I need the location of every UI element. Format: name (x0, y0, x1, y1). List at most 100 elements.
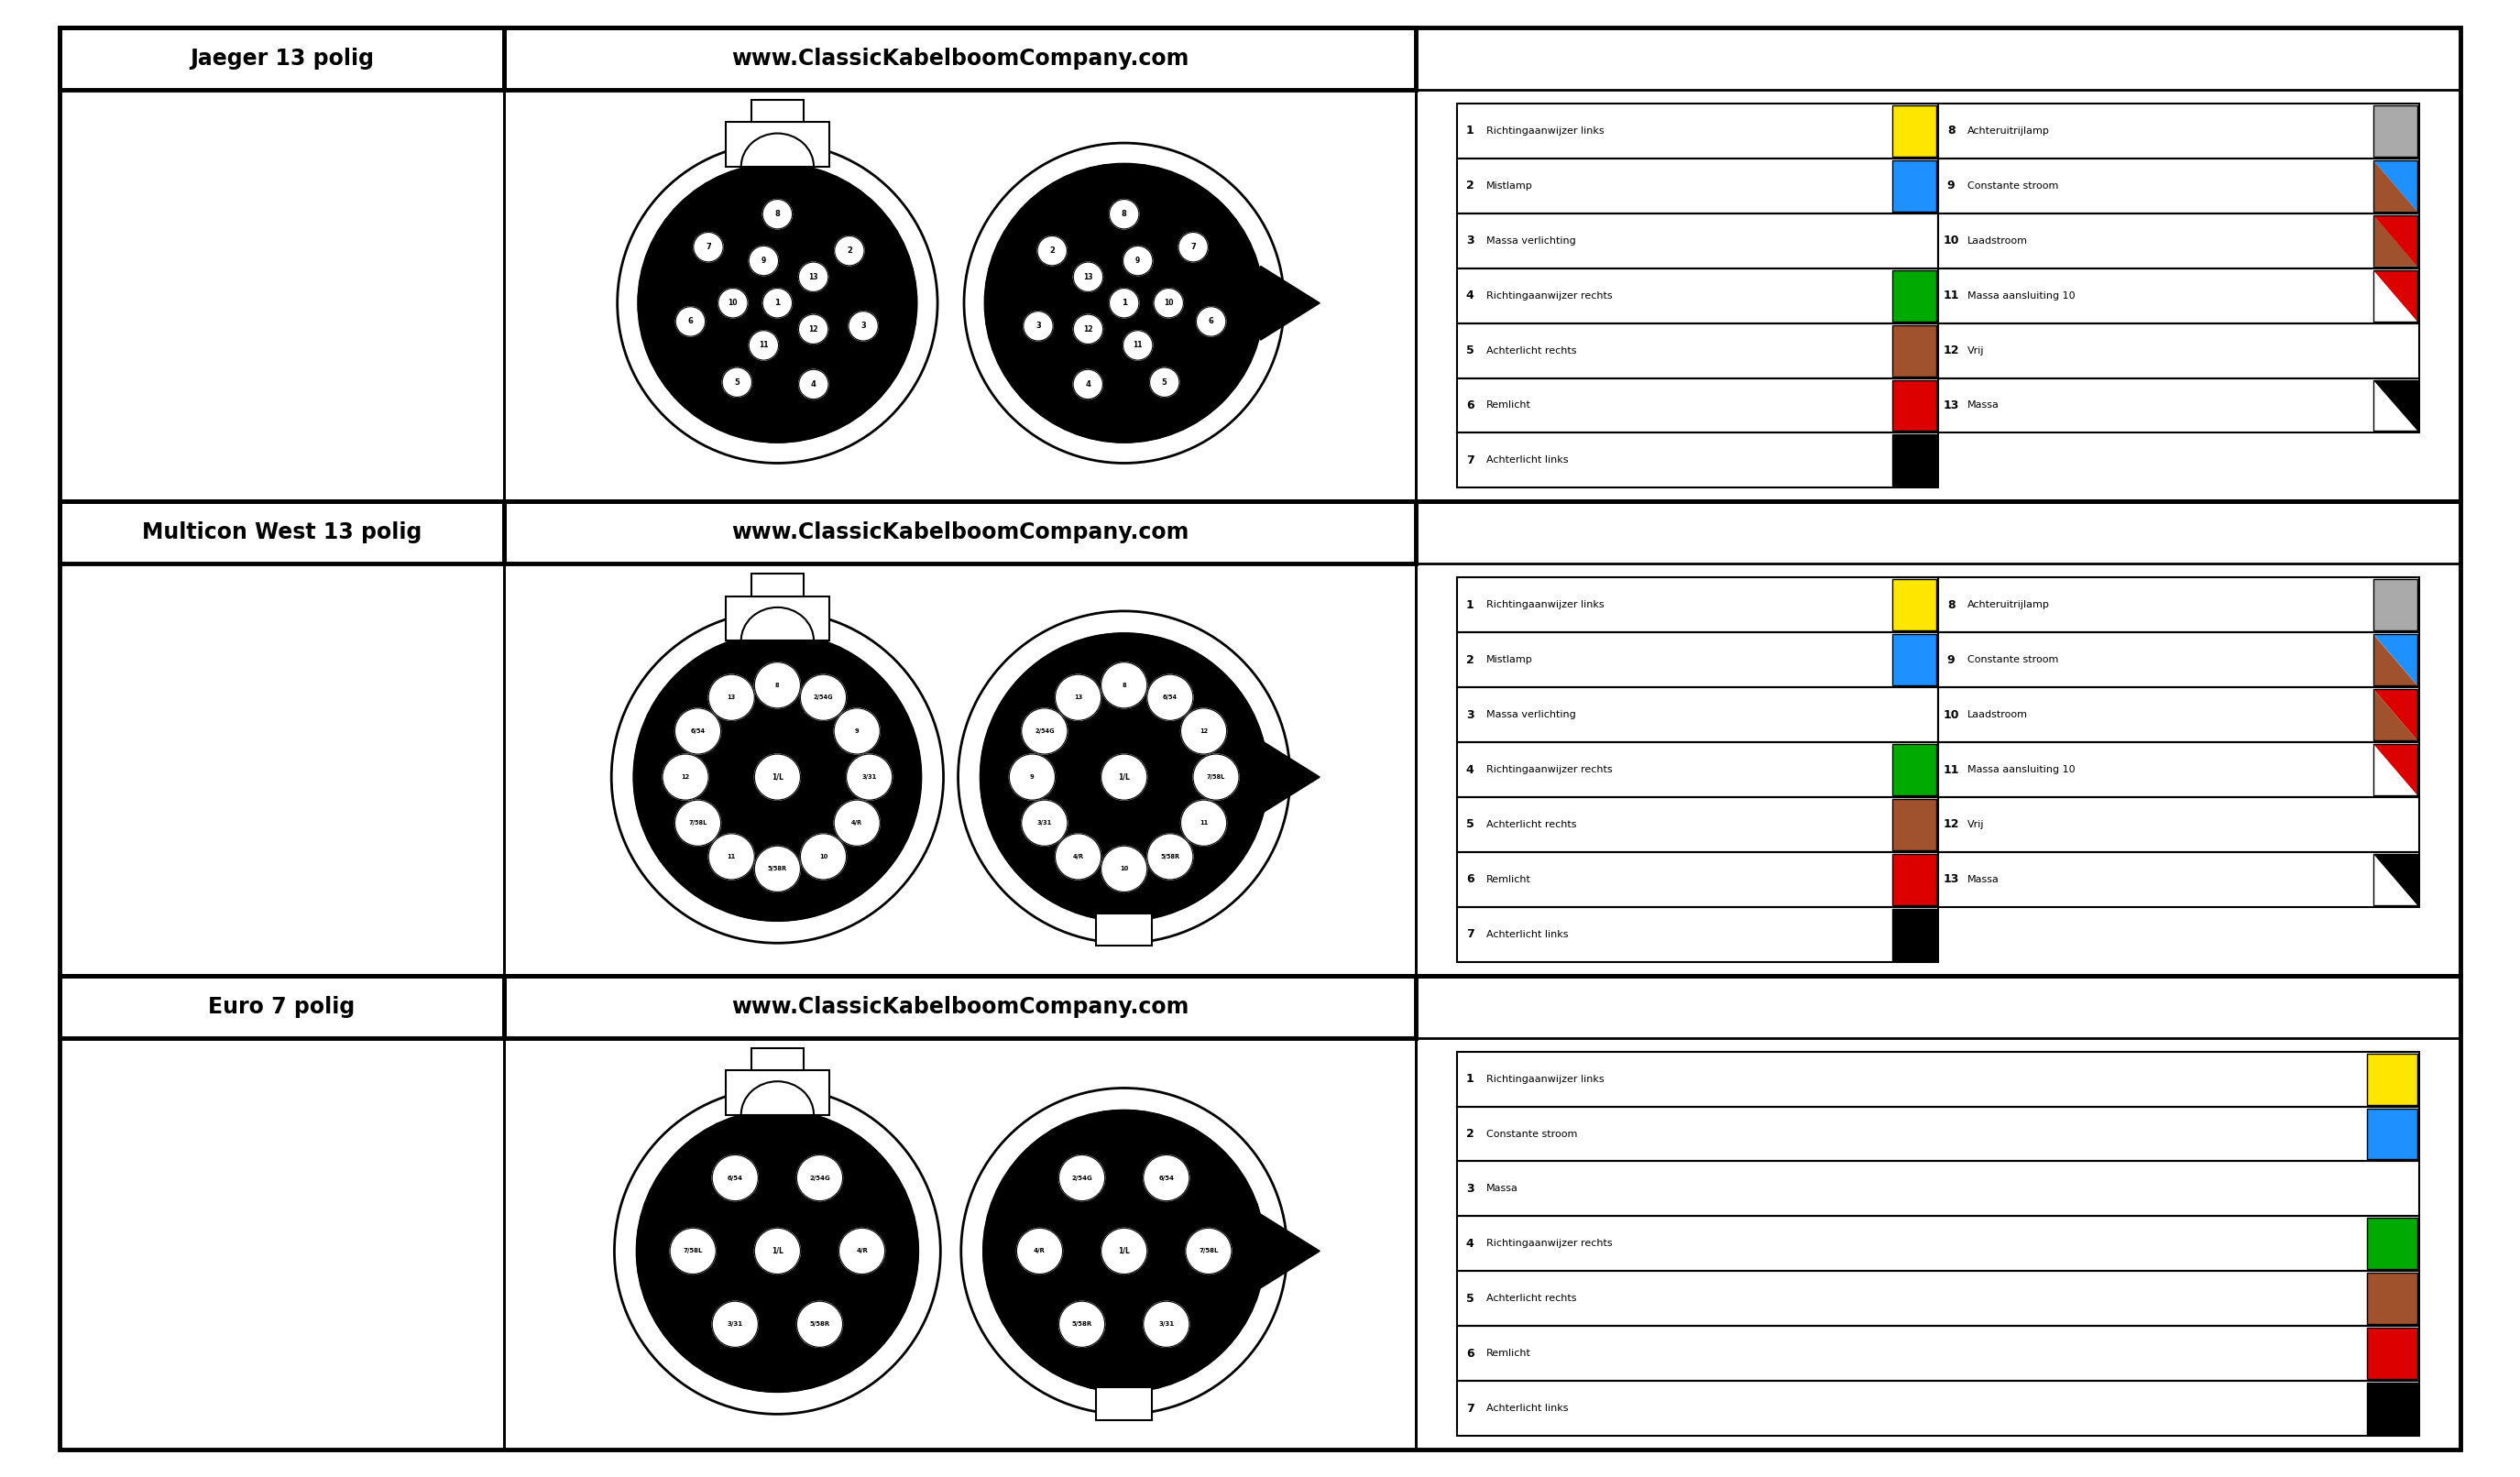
Bar (1457, 907, 1938, 962)
Bar (60, 502, 504, 564)
Bar (1893, 908, 1935, 960)
Circle shape (1056, 833, 1101, 880)
Bar (2374, 216, 2417, 266)
Circle shape (1074, 369, 1104, 399)
Circle shape (834, 236, 864, 266)
Bar (1457, 269, 1938, 323)
Bar (1416, 90, 2460, 502)
Text: 9: 9 (1948, 654, 1956, 666)
Bar (1457, 158, 1938, 213)
Text: 4/R: 4/R (1074, 854, 1084, 860)
Bar (2366, 1382, 2417, 1434)
Circle shape (796, 1155, 842, 1201)
Bar (1938, 378, 2419, 433)
Circle shape (753, 846, 801, 892)
Circle shape (723, 368, 751, 397)
Bar (1096, 1387, 1152, 1419)
Bar (2366, 1108, 2417, 1159)
Bar (1096, 913, 1152, 947)
Text: 12: 12 (1200, 728, 1207, 734)
Text: 5/58R: 5/58R (809, 1322, 829, 1326)
Circle shape (834, 801, 879, 846)
Bar (1938, 213, 2419, 269)
Text: 3: 3 (1036, 322, 1041, 331)
Text: Mistlamp: Mistlamp (1487, 182, 1532, 191)
Bar (1938, 269, 2419, 323)
Text: 9: 9 (1137, 257, 1139, 264)
Text: Achterlicht links: Achterlicht links (1487, 456, 1567, 465)
Text: 13: 13 (809, 273, 819, 281)
Circle shape (958, 611, 1290, 942)
Bar (1893, 380, 1935, 431)
Circle shape (1021, 801, 1068, 846)
Text: Massa: Massa (1487, 1185, 1520, 1193)
Text: Massa verlichting: Massa verlichting (1487, 710, 1575, 719)
Bar (1457, 632, 1938, 687)
Text: 1/L: 1/L (771, 772, 784, 781)
Bar (1893, 105, 1935, 157)
Bar (1457, 103, 1938, 158)
Polygon shape (1260, 740, 1320, 814)
Text: Richtingaanwijzer links: Richtingaanwijzer links (1487, 1074, 1605, 1084)
Circle shape (638, 1111, 917, 1391)
Circle shape (983, 1111, 1265, 1391)
Text: 7: 7 (1467, 929, 1474, 941)
Text: 5: 5 (1162, 378, 1167, 387)
Circle shape (675, 801, 721, 846)
Circle shape (1144, 1301, 1189, 1347)
Text: 5: 5 (1467, 344, 1474, 356)
Text: 11: 11 (759, 341, 769, 350)
Circle shape (847, 755, 892, 801)
Circle shape (663, 755, 708, 801)
Circle shape (612, 611, 942, 942)
Text: 11: 11 (1200, 820, 1207, 826)
Bar (60, 28, 504, 90)
Text: Constante stroom: Constante stroom (1968, 182, 2059, 191)
Bar (2366, 1328, 2417, 1380)
Circle shape (834, 707, 879, 755)
Text: 10: 10 (1943, 709, 1958, 721)
Bar (1938, 687, 2419, 743)
Text: 3/31: 3/31 (728, 1322, 743, 1326)
Circle shape (675, 307, 706, 337)
Bar (1893, 634, 1935, 685)
Circle shape (1109, 288, 1139, 318)
Text: 3: 3 (1467, 235, 1474, 247)
Bar (2374, 854, 2417, 905)
Circle shape (1147, 675, 1192, 721)
Text: 12: 12 (1943, 344, 1958, 356)
Bar (1457, 1052, 2419, 1106)
Bar (504, 1038, 1416, 1449)
Bar (1457, 378, 1938, 433)
Text: Richtingaanwijzer rechts: Richtingaanwijzer rechts (1487, 765, 1613, 774)
Circle shape (764, 199, 791, 229)
Text: 13: 13 (1084, 273, 1094, 281)
Bar (1893, 854, 1935, 905)
Bar (60, 975, 2460, 1449)
Text: 6/54: 6/54 (1159, 1176, 1174, 1180)
Bar (2374, 579, 2417, 631)
Circle shape (796, 1301, 842, 1347)
Circle shape (718, 288, 748, 318)
Text: 7/58L: 7/58L (1200, 1248, 1217, 1254)
Bar (2366, 1273, 2417, 1325)
Circle shape (617, 143, 937, 464)
Circle shape (615, 1089, 940, 1413)
Polygon shape (2374, 854, 2417, 905)
Bar (1938, 743, 2419, 798)
Bar (2374, 690, 2417, 740)
Bar (60, 1038, 504, 1449)
Text: Achteruitrijlamp: Achteruitrijlamp (1968, 601, 2049, 610)
Circle shape (708, 833, 753, 880)
Polygon shape (2374, 634, 2417, 685)
Text: 3/31: 3/31 (1159, 1322, 1174, 1326)
Circle shape (1038, 236, 1066, 266)
Bar (1457, 323, 1938, 378)
Bar (2374, 744, 2417, 795)
Circle shape (708, 675, 753, 721)
Text: www.ClassicKabelboomCompany.com: www.ClassicKabelboomCompany.com (731, 995, 1189, 1018)
Bar (1938, 158, 2419, 213)
Bar (1893, 434, 1935, 486)
Bar (1457, 1381, 2419, 1436)
Circle shape (1144, 1155, 1189, 1201)
